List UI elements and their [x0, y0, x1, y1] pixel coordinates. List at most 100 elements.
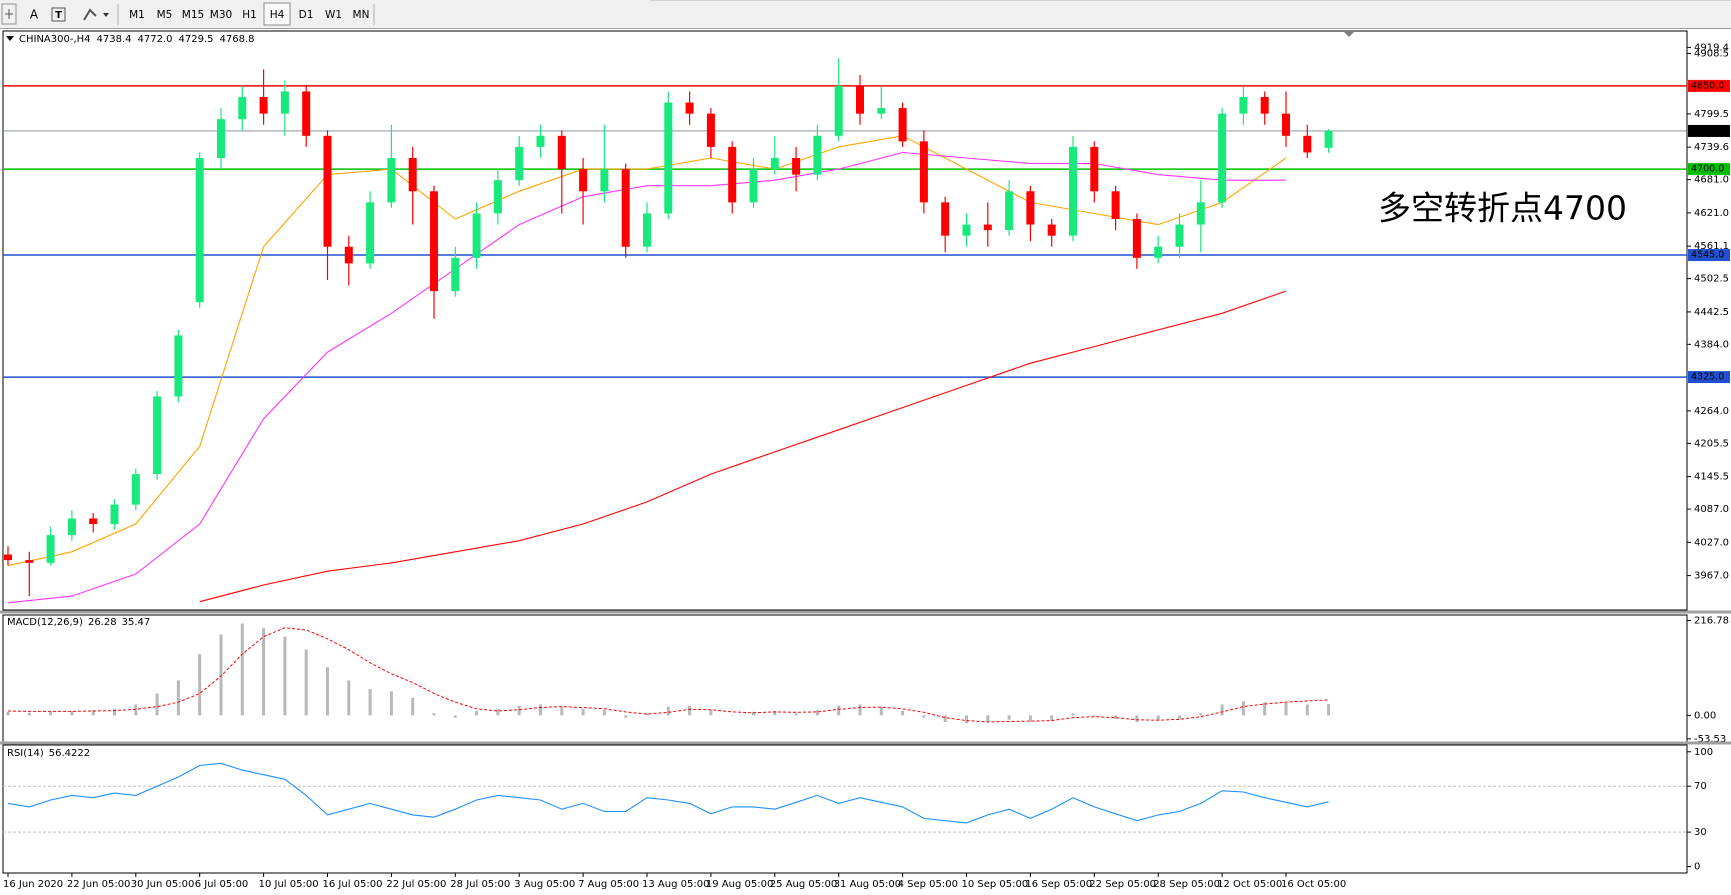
macd-bar — [113, 708, 116, 716]
macd-bar — [475, 711, 479, 716]
candle-body — [728, 146, 737, 203]
timeframe-label[interactable]: M1 — [129, 9, 145, 21]
text-tool[interactable]: A — [30, 8, 39, 22]
macd-bar — [389, 691, 393, 716]
candle-body — [919, 141, 928, 203]
timeframe-label[interactable]: D1 — [299, 9, 314, 21]
candle-body — [451, 257, 460, 292]
candle-body — [67, 518, 76, 536]
macd-bar — [858, 704, 862, 716]
macd-bar — [176, 680, 180, 716]
macd-bar — [688, 705, 692, 716]
x-tick-label: 22 Jun 05:00 — [67, 879, 131, 890]
chart-header: CHINA300-,H4 4738.4 4772.0 4729.5 4768.8 — [19, 34, 255, 45]
x-tick-label: 16 Jul 05:00 — [323, 879, 383, 890]
candle-body — [1175, 224, 1184, 247]
title-part: 56.4222 — [49, 748, 90, 759]
macd-bar — [347, 680, 351, 716]
candle-body — [174, 335, 183, 397]
timeframe-label[interactable]: H4 — [270, 9, 285, 21]
candle-body — [1282, 113, 1290, 136]
candle-body — [621, 169, 630, 247]
panels: 4919.4 4799.5 4739.6 4681.0 4621.0 4561.1 4502… — [0, 30, 1731, 890]
shapes-tool[interactable] — [83, 8, 109, 21]
x-tick-label: 12 Oct 05:00 — [1217, 879, 1282, 890]
macd-bar — [155, 693, 159, 716]
macd-bar — [453, 715, 457, 718]
y-tick-label: 4264.0 — [1694, 406, 1729, 417]
macd-bar — [91, 710, 95, 716]
crosshair-tool[interactable] — [1, 3, 17, 25]
title-part: 26.28 — [88, 617, 117, 628]
macd-bar — [965, 715, 968, 724]
candle-body — [131, 474, 140, 505]
macd-bar — [1241, 701, 1245, 716]
x-tick-label: 16 Jun 2020 — [3, 879, 63, 890]
header-arrow — [6, 36, 14, 41]
candle-body — [643, 213, 651, 247]
macd-bar — [1135, 715, 1139, 722]
candle-body — [813, 135, 822, 175]
candle-body — [25, 560, 34, 563]
label-tool[interactable]: T — [51, 7, 66, 22]
candle-body — [536, 135, 545, 147]
macd-bar — [815, 710, 819, 716]
candle-body — [46, 535, 55, 563]
x-tick-label: 25 Aug 05:00 — [770, 879, 837, 890]
macd-bar — [943, 715, 947, 722]
x-tick-label: 3 Aug 05:00 — [514, 879, 575, 890]
y-tick-label: 100 — [1694, 747, 1713, 758]
title-part: 35.47 — [122, 617, 151, 628]
indicator-title: MACD(12,26,9) 26.28 35.47 — [7, 617, 150, 628]
timeframe-label[interactable]: H1 — [242, 9, 257, 21]
candle-body — [962, 224, 971, 236]
level-tag — [1688, 79, 1730, 92]
candle-body — [706, 113, 715, 147]
candle-body — [472, 213, 481, 258]
macd-bar — [6, 711, 10, 716]
macd-bar — [1263, 702, 1267, 716]
y-tick-label: 3967.0 — [1694, 571, 1729, 582]
level-label: 4325.0 — [1691, 372, 1724, 383]
level-label: 4545.0 — [1691, 250, 1724, 261]
macd-bar — [1305, 704, 1309, 716]
macd-bar — [240, 623, 244, 716]
candle-body — [1047, 224, 1056, 236]
x-tick-label: 10 Sep 05:00 — [962, 879, 1029, 890]
timeframe-label[interactable]: M5 — [157, 9, 173, 21]
macd-bar — [517, 705, 521, 716]
macd-bar — [326, 667, 329, 716]
x-tick-label: 16 Oct 05:00 — [1281, 879, 1346, 890]
macd-bar — [262, 627, 266, 716]
timeframe-label[interactable]: M15 — [182, 9, 204, 21]
y-tick-label: 0.00 — [1694, 710, 1716, 721]
candle-body — [1239, 96, 1248, 114]
timeframe-button[interactable] — [263, 2, 291, 26]
candle-body — [153, 396, 162, 475]
y-tick-label: 4739.6 — [1694, 142, 1729, 153]
timeframe-label[interactable]: W1 — [325, 9, 342, 21]
timeframe-label[interactable]: MN — [353, 9, 370, 21]
macd-bar — [581, 708, 585, 716]
candle-body — [387, 158, 396, 203]
x-tick-label: 13 Aug 05:00 — [642, 879, 709, 890]
panel-frame — [2, 614, 1688, 743]
moving-average — [199, 290, 1287, 603]
timeframe-label[interactable]: M30 — [210, 9, 232, 21]
level-tag — [1688, 249, 1730, 262]
x-tick-label: 19 Aug 05:00 — [706, 879, 773, 890]
macd-bar — [27, 712, 31, 716]
level-label: 4700.0 — [1691, 164, 1724, 175]
candle-body — [430, 191, 438, 292]
x-tick-label: 28 Sep 05:00 — [1153, 879, 1220, 890]
macd-bar — [198, 654, 202, 716]
macd-bar — [1050, 715, 1054, 721]
title-part: RSI(14) — [7, 748, 44, 759]
candle-body — [344, 246, 353, 264]
candle-body — [579, 169, 588, 192]
x-tick-label: 7 Aug 05:00 — [578, 879, 639, 890]
macd-bar — [368, 689, 372, 716]
candle-body — [259, 96, 268, 114]
candle-body — [1111, 191, 1120, 220]
